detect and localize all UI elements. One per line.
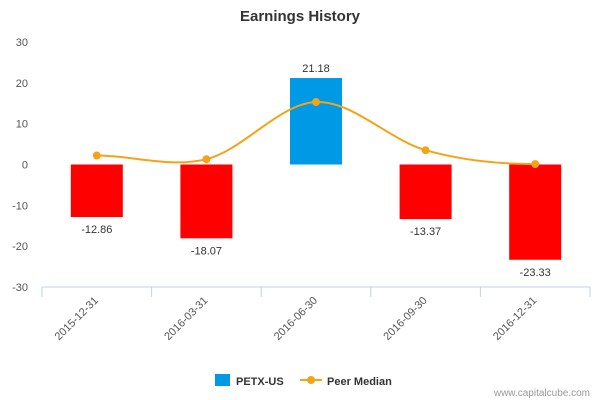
x-tick-label: 2016-03-31: [162, 295, 210, 343]
peer-median-point[interactable]: [531, 160, 540, 169]
legend-item-petx[interactable]: PETX-US: [215, 374, 284, 388]
y-tick-label: 10: [16, 119, 28, 131]
data-label: -18.07: [191, 245, 222, 257]
x-tick-label: 2016-12-31: [491, 295, 539, 343]
bar[interactable]: [290, 78, 342, 165]
legend-label-peer-median: Peer Median: [327, 376, 392, 388]
bar[interactable]: [509, 164, 562, 260]
y-tick-label: 30: [16, 37, 28, 49]
credit-text[interactable]: www.capitalcube.com: [493, 388, 590, 399]
peer-median-point[interactable]: [202, 155, 211, 164]
data-label: -23.33: [520, 267, 551, 279]
x-axis-ticks: 2015-12-31 2016-03-31 2016-06-30 2016-09-30…: [41, 287, 591, 343]
bar[interactable]: [399, 164, 452, 220]
data-label: -13.37: [410, 226, 441, 238]
y-tick-label: 0: [22, 160, 28, 172]
data-label: 21.18: [302, 63, 330, 75]
y-tick-label: -30: [12, 282, 28, 294]
y-tick-label: -10: [12, 200, 28, 212]
legend-item-peer-median[interactable]: Peer Median: [300, 376, 392, 388]
peer-median-point[interactable]: [312, 98, 320, 107]
x-tick-label: 2016-09-30: [381, 295, 429, 343]
bar-series: [70, 78, 562, 260]
y-tick-label: 20: [16, 78, 28, 90]
bar[interactable]: [70, 164, 123, 218]
legend-marker-peer-median: [307, 376, 315, 384]
data-labels: -12.86 -18.07 21.18 -13.37 -23.33: [81, 63, 551, 279]
x-tick-label: 2015-12-31: [53, 295, 101, 343]
x-tick-label: 2016-06-30: [272, 295, 320, 343]
peer-median-point[interactable]: [92, 151, 101, 160]
y-axis-ticks: 30 20 10 0 -10 -20 -30: [12, 37, 28, 294]
bar[interactable]: [180, 164, 233, 239]
legend-label-petx: PETX-US: [236, 376, 284, 388]
chart-title: Earnings History: [240, 8, 361, 25]
peer-median-series: [92, 98, 540, 169]
data-label: -12.86: [81, 224, 112, 236]
y-tick-label: -20: [12, 241, 28, 253]
legend[interactable]: PETX-US Peer Median: [215, 374, 392, 388]
peer-median-point[interactable]: [421, 146, 430, 155]
legend-swatch-petx: [215, 374, 230, 386]
